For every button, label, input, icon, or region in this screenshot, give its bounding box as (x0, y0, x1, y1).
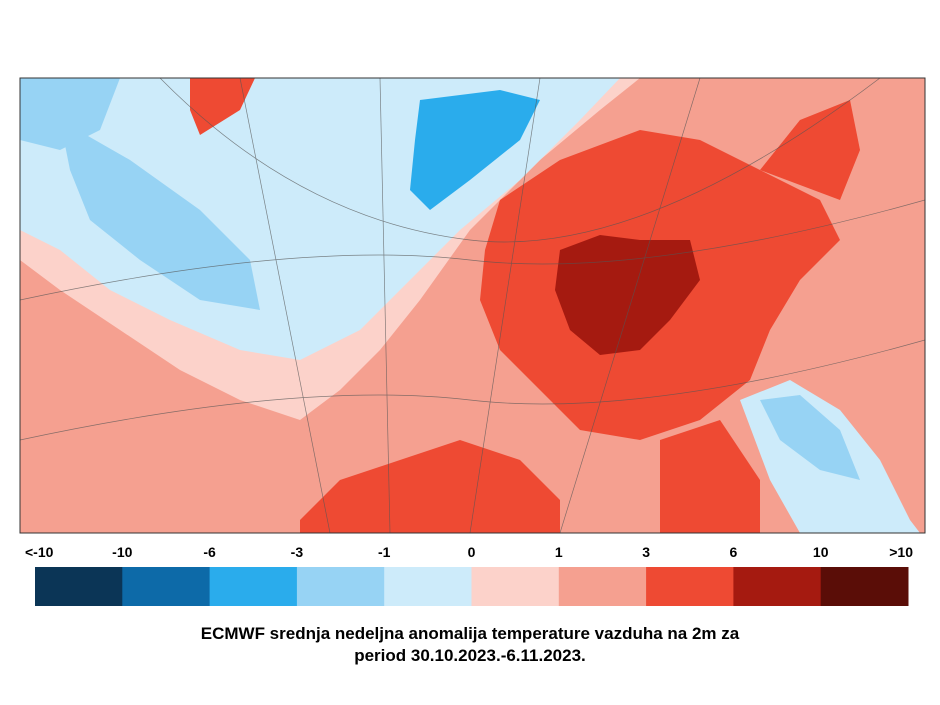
legend-label: -3 (291, 544, 304, 560)
legend-label: 6 (730, 544, 738, 560)
color-swatch (820, 567, 909, 606)
color-swatch (122, 567, 211, 606)
color-swatch (471, 567, 560, 606)
color-swatch (733, 567, 822, 606)
color-swatch (35, 567, 123, 606)
map (20, 78, 925, 533)
color-swatch (384, 567, 472, 606)
color-swatch (209, 567, 298, 606)
legend-label: 10 (813, 544, 829, 560)
legend-label: <-10 (25, 544, 54, 560)
color-swatch (558, 567, 647, 606)
color-legend: <-10 -10 -6 -3 -1 0 1 3 6 10 >10 (25, 544, 913, 606)
legend-label: 0 (468, 544, 476, 560)
caption: ECMWF srednja nedeljna anomalija tempera… (201, 624, 740, 643)
legend-label: >10 (889, 544, 913, 560)
color-swatch (296, 567, 385, 606)
legend-label: 1 (555, 544, 563, 560)
legend-label: 3 (642, 544, 650, 560)
caption: period 30.10.2023.-6.11.2023. (354, 646, 586, 665)
legend-label: -10 (112, 544, 132, 560)
color-swatch (646, 567, 734, 606)
legend-label: -6 (203, 544, 216, 560)
legend-label: -1 (378, 544, 391, 560)
